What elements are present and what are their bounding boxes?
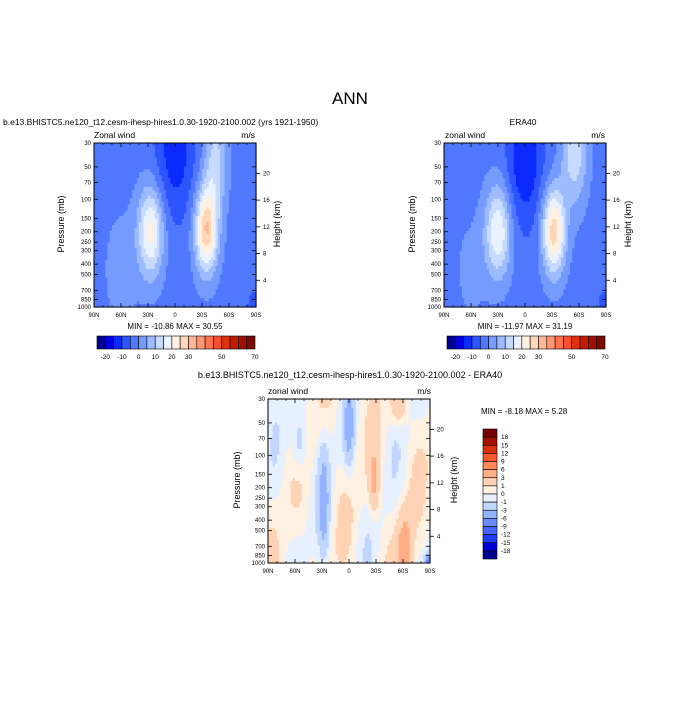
model-xtick-label: 30S (197, 313, 208, 319)
obs-field (444, 143, 607, 308)
model-ytick-label: 150 (81, 216, 92, 222)
model-y2tick-label: 8 (263, 252, 267, 258)
model-colorbar-box (122, 336, 130, 349)
model-colorbar-label: 20 (168, 354, 176, 361)
model-colorbar-label: 50 (218, 354, 226, 361)
model-ytick-label: 400 (81, 262, 92, 268)
model-ytick-label: 1000 (78, 305, 92, 311)
model-y2tick-label: 4 (263, 278, 267, 284)
model-colorbar-box (230, 336, 238, 349)
figure-title: ANN (332, 89, 368, 108)
model-colorbar-box (247, 336, 255, 349)
model-y2tick-label: 16 (263, 198, 270, 204)
model-colorbar-box (105, 336, 113, 349)
model-ylabel: Pressure (mb) (56, 195, 66, 252)
model-colorbar-box (205, 336, 213, 349)
model-ytick-label: 70 (84, 181, 91, 187)
model-xtick-label: 0 (173, 313, 177, 319)
model-xtick-label: 60N (115, 313, 126, 319)
model-xtick-label: 90S (251, 313, 262, 319)
model-ytick-label: 100 (81, 197, 92, 203)
obs-panel-title: ERA40 (510, 117, 537, 127)
model-colorbar-box (222, 336, 230, 349)
obs-y2label: Height (km) (623, 201, 633, 248)
model-colorbar-box (238, 336, 246, 349)
model-y2tick-label: 12 (263, 225, 270, 231)
model-ytick-label: 300 (81, 249, 92, 255)
model-colorbar-box (172, 336, 180, 349)
model-colorbar-box (213, 336, 221, 349)
model-field (94, 143, 257, 308)
model-ytick-label: 850 (81, 297, 92, 303)
model-y2tick-label: 20 (263, 171, 270, 177)
model-ytick-label: 700 (81, 288, 92, 294)
obs-panel: ERA40 zonal wind m/s Pressure (mb) Heigh… (407, 117, 633, 361)
model-colorbar-label: 70 (251, 354, 259, 361)
model-ytick-label: 200 (81, 230, 92, 236)
model-ytick-label: 50 (84, 165, 91, 171)
model-xtick-label: 60S (224, 313, 235, 319)
model-colorbar-box (147, 336, 155, 349)
model-panel: b.e13.BHISTC5.ne120_t12.cesm-ihesp-hires… (3, 117, 318, 361)
model-colorbar-box (155, 336, 163, 349)
model-ytick-label: 250 (81, 240, 92, 246)
model-colorbar-box (114, 336, 122, 349)
model-colorbar-label: 0 (137, 354, 141, 361)
model-ytick-label: 500 (81, 273, 92, 279)
model-variable-label: Zonal wind (94, 130, 135, 140)
model-xtick-label: 30N (142, 313, 153, 319)
model-y2label: Height (km) (272, 201, 282, 248)
model-colorbar-box (130, 336, 138, 349)
obs-units-label: m/s (591, 130, 605, 140)
model-colorbar-box (97, 336, 105, 349)
model-colorbar-box (139, 336, 147, 349)
model-colorbar-label: 10 (152, 354, 160, 361)
model-colorbar-label: -20 (101, 354, 111, 361)
model-panel-title: b.e13.BHISTC5.ne120_t12.cesm-ihesp-hires… (3, 117, 318, 127)
model-colorbar-label: -10 (117, 354, 127, 361)
obs-variable-label: zonal wind (445, 130, 485, 140)
obs-stats: MIN = -11.97 MAX = 31.19 (478, 322, 573, 331)
model-ytick-label: 30 (84, 141, 91, 147)
model-stats: MIN = -10.86 MAX = 30.55 (127, 322, 223, 331)
model-colorbar-box (197, 336, 205, 349)
model-colorbar-box (180, 336, 188, 349)
model-xtick-label: 90N (88, 313, 99, 319)
model-units-label: m/s (241, 130, 255, 140)
model-colorbar-box (164, 336, 172, 349)
obs-ylabel: Pressure (mb) (407, 195, 417, 252)
model-colorbar-box (188, 336, 196, 349)
model-colorbar-label: 30 (185, 354, 193, 361)
